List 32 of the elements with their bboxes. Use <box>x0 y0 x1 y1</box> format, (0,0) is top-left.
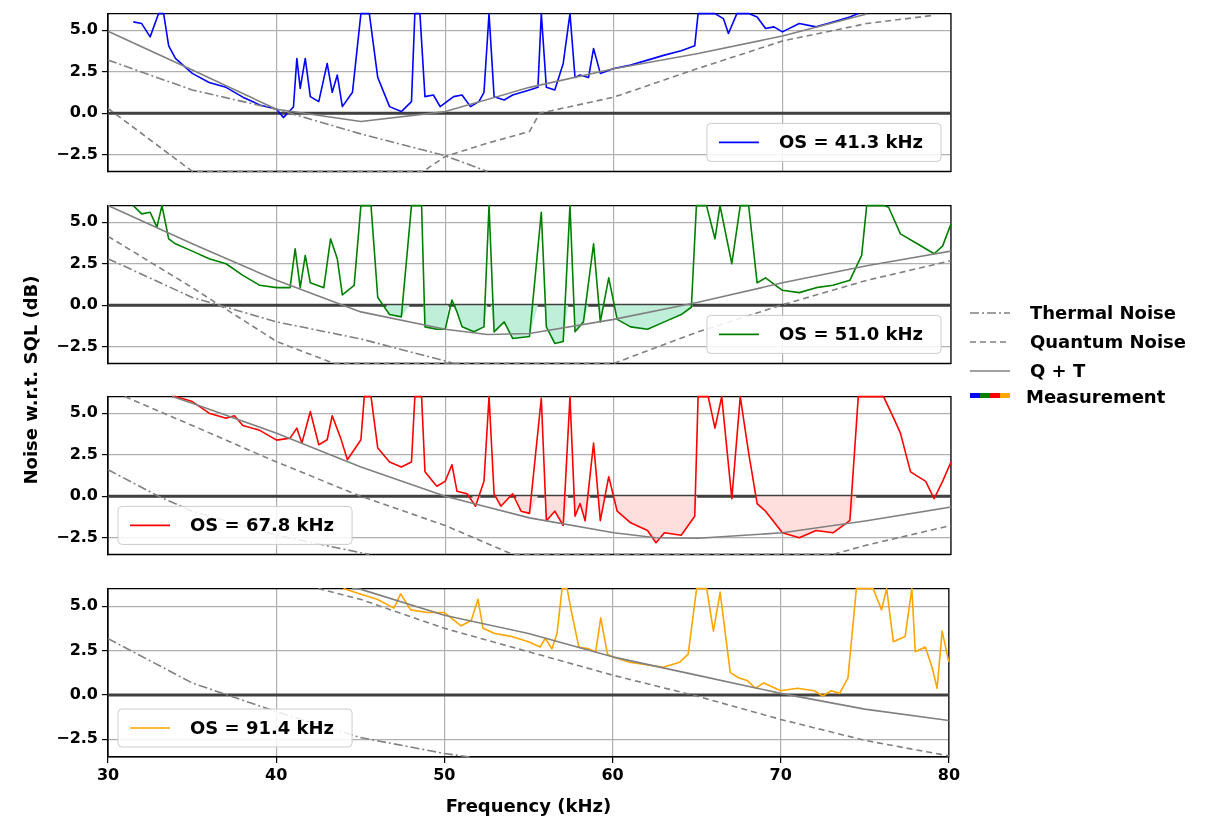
y-tick-label: 5.0 <box>69 19 98 39</box>
y-tick-label: 2.5 <box>69 639 98 659</box>
y-axis-title: Noise w.r.t. SQL (dB) <box>19 275 41 485</box>
x-tick-label: 40 <box>265 764 288 784</box>
x-axis-title: Frequency (kHz) <box>445 794 612 816</box>
y-tick-label: −2.5 <box>56 728 98 748</box>
legend-label: Quantum Noise <box>1030 331 1187 352</box>
legend-label: OS = 67.8 kHz <box>190 514 335 536</box>
y-tick-label: −2.5 <box>56 335 98 355</box>
y-tick-label: 2.5 <box>69 443 98 463</box>
x-tick-label: 60 <box>601 764 624 784</box>
y-tick-label: 0.0 <box>69 294 98 314</box>
text: Measurement <box>1026 385 1166 407</box>
y-tick-label: 0.0 <box>69 684 98 704</box>
legend-label: Thermal Noise <box>1030 302 1177 323</box>
x-tick-label: 80 <box>937 764 960 784</box>
legend-label: OS = 51.0 kHz <box>778 323 924 345</box>
y-tick-label: 0.0 <box>69 485 98 505</box>
y-tick-label: 2.5 <box>69 60 98 80</box>
y-tick-label: 5.0 <box>69 211 98 231</box>
y-tick-label: −2.5 <box>56 143 98 163</box>
x-tick-label: 70 <box>769 764 792 784</box>
y-tick-label: 0.0 <box>69 102 98 122</box>
y-tick-label: 2.5 <box>69 252 98 272</box>
x-tick-label: 50 <box>433 764 456 784</box>
y-tick-label: 5.0 <box>69 595 98 615</box>
y-tick-label: 5.0 <box>69 402 98 422</box>
x-tick-label: 30 <box>96 764 120 784</box>
legend-label: Q + T <box>1030 360 1086 381</box>
legend-label: OS = 91.4 kHz <box>190 716 335 738</box>
legend-label: OS = 41.3 kHz <box>778 131 924 153</box>
y-tick-label: −2.5 <box>56 526 98 546</box>
